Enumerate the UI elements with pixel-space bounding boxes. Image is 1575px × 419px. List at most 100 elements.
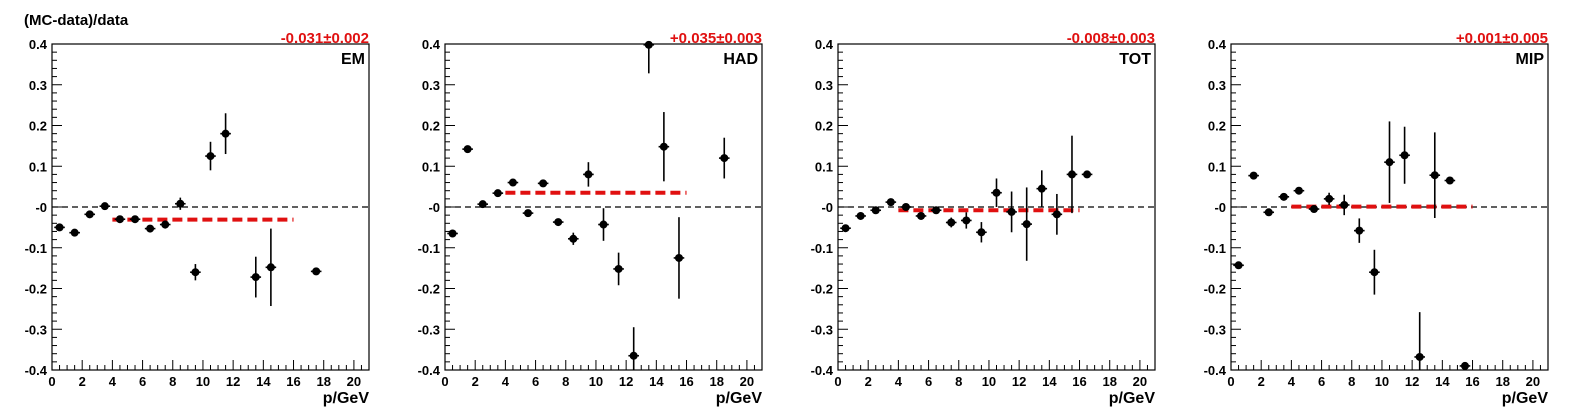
data-point — [886, 198, 895, 207]
data-point — [1022, 220, 1031, 229]
data-point — [463, 145, 472, 154]
plot-frame — [444, 43, 763, 371]
y-tick-label: -0.1 — [25, 241, 47, 256]
x-tick-label: 0 — [48, 374, 55, 389]
x-axis-title: p/GeV — [716, 390, 763, 407]
data-point — [1294, 186, 1303, 195]
y-tick-label: -0.1 — [418, 241, 440, 256]
data-point — [100, 202, 109, 211]
data-point — [312, 267, 321, 276]
data-point — [1460, 361, 1469, 370]
y-tick-label: 0.4 — [29, 37, 48, 52]
data-point — [1340, 200, 1349, 209]
x-tick-label: 6 — [139, 374, 146, 389]
data-point — [917, 211, 926, 220]
x-tick-label: 20 — [740, 374, 754, 389]
data-point — [1325, 194, 1334, 203]
data-point — [70, 228, 79, 237]
x-tick-label: 0 — [441, 374, 448, 389]
y-tick-label: 0.2 — [422, 119, 440, 134]
x-tick-label: 10 — [196, 374, 210, 389]
y-tick-label: 0.1 — [815, 159, 833, 174]
y-tick-label: 0.3 — [815, 78, 833, 93]
x-tick-label: 14 — [649, 374, 664, 389]
fit-value-label: -0.008±0.003 — [1067, 30, 1155, 47]
data-point — [1355, 226, 1364, 235]
x-tick-label: 6 — [532, 374, 539, 389]
x-tick-label: 4 — [109, 374, 117, 389]
x-tick-label: 12 — [1405, 374, 1419, 389]
y-tick-label: 0.4 — [1208, 37, 1227, 52]
x-tick-label: 20 — [347, 374, 361, 389]
x-tick-label: 18 — [709, 374, 723, 389]
x-tick-label: 4 — [895, 374, 903, 389]
data-point — [554, 218, 563, 227]
y-tick-label: -0.1 — [1204, 241, 1226, 256]
data-point — [674, 253, 683, 262]
x-tick-label: 0 — [834, 374, 841, 389]
x-tick-label: 18 — [316, 374, 330, 389]
fit-value-label: +0.001±0.005 — [1456, 30, 1548, 47]
x-tick-label: 16 — [1072, 374, 1086, 389]
data-point — [206, 152, 215, 161]
data-point — [841, 224, 850, 233]
data-point — [478, 200, 487, 209]
data-point — [1052, 210, 1061, 219]
data-point — [992, 188, 1001, 197]
data-point — [1415, 352, 1424, 361]
y-tick-label: -0.3 — [418, 322, 440, 337]
data-point — [901, 203, 910, 211]
data-point — [1430, 171, 1439, 180]
y-tick-label: -0 — [1214, 200, 1226, 215]
x-tick-label: 8 — [955, 374, 962, 389]
data-point — [1249, 171, 1258, 180]
x-tick-label: 16 — [1465, 374, 1479, 389]
fit-value-label: -0.031±0.002 — [281, 30, 369, 47]
y-tick-label: 0.1 — [1208, 159, 1226, 174]
x-tick-label: 6 — [925, 374, 932, 389]
data-point — [146, 224, 155, 233]
y-tick-label: -0.4 — [811, 363, 834, 378]
data-point — [947, 218, 956, 227]
x-tick-label: 6 — [1318, 374, 1325, 389]
panel-label: TOT — [1119, 51, 1151, 68]
y-tick-label: -0.2 — [811, 282, 833, 297]
y-tick-label: 0.3 — [29, 78, 47, 93]
y-tick-label: -0.2 — [418, 282, 440, 297]
data-point — [85, 210, 94, 219]
x-tick-label: 10 — [1375, 374, 1389, 389]
data-point — [569, 234, 578, 243]
x-tick-label: 18 — [1102, 374, 1116, 389]
y-tick-label: -0.3 — [1204, 322, 1226, 337]
y-tick-label: -0.4 — [1204, 363, 1227, 378]
panel-label: EM — [341, 51, 365, 68]
y-tick-label: -0.1 — [811, 241, 833, 256]
x-tick-label: 20 — [1133, 374, 1147, 389]
panel-em: -0.4 -0.3 -0.2 -0.1 -0 0.1 0.2 0.3 0.4 0 2 4 6 8 10 12 1… — [25, 30, 370, 407]
data-point — [131, 215, 140, 224]
data-point — [493, 189, 502, 198]
data-point — [1310, 205, 1319, 214]
panel-mip: -0.4 -0.3 -0.2 -0.1 -0 0.1 0.2 0.3 0.4 0 2 4 6 8 10 12 1… — [1204, 30, 1549, 407]
data-point — [614, 264, 623, 273]
data-point — [1264, 208, 1273, 217]
data-point — [1037, 184, 1046, 193]
x-tick-label: 10 — [589, 374, 603, 389]
data-point — [1083, 170, 1092, 179]
data-point — [251, 273, 260, 282]
y-tick-label: 0.1 — [29, 159, 47, 174]
plot-frame — [51, 43, 370, 371]
y-tick-label: 0.4 — [422, 37, 441, 52]
x-tick-label: 14 — [256, 374, 271, 389]
panel-tot: -0.4 -0.3 -0.2 -0.1 -0 0.1 0.2 0.3 0.4 0 2 4 6 8 10 12 1… — [811, 30, 1156, 407]
y-tick-label: -0.3 — [811, 322, 833, 337]
y-tick-label: -0.4 — [418, 363, 441, 378]
data-point — [644, 40, 653, 49]
x-tick-label: 0 — [1227, 374, 1234, 389]
data-point — [1370, 268, 1379, 277]
data-point — [508, 178, 517, 187]
y-tick-label: -0 — [428, 200, 440, 215]
data-point — [720, 154, 729, 163]
data-point — [1445, 176, 1454, 185]
data-point — [659, 142, 668, 151]
